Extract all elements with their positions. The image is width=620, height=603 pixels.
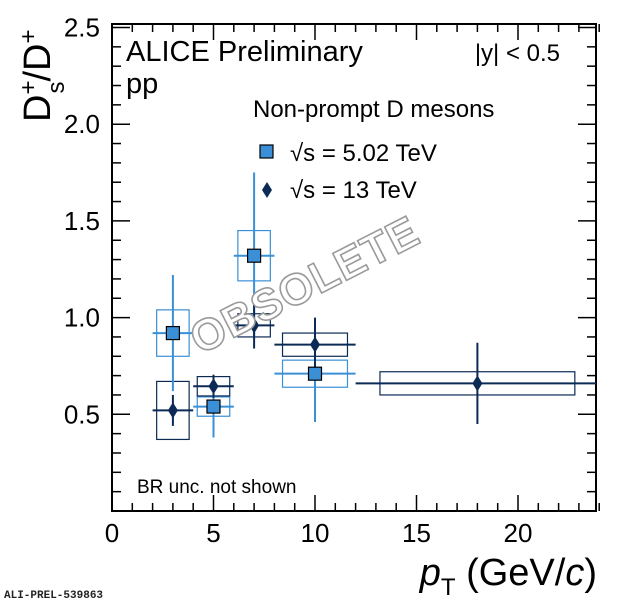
tick-labels: 0 5 10 15 20 0.5 1.0 1.5 2.0 2.5 bbox=[64, 13, 533, 549]
data-point-diamond bbox=[249, 317, 260, 334]
legend-marker-13tev bbox=[262, 182, 272, 198]
y-axis-label: D+s/D+ bbox=[15, 30, 70, 122]
chart-subtitle: pp bbox=[126, 68, 158, 100]
data-point-square bbox=[165, 325, 180, 341]
data-markers bbox=[165, 248, 483, 419]
legend-label-5tev: √s = 5.02 TeV bbox=[290, 140, 437, 167]
chart-title: ALICE Preliminary bbox=[126, 36, 363, 68]
data-point-diamond bbox=[167, 402, 178, 419]
data-point-diamond bbox=[472, 375, 483, 392]
rapidity-label: |y| < 0.5 bbox=[475, 40, 560, 67]
legend-label-13tev: √s = 13 TeV bbox=[290, 177, 417, 204]
axes-ticks bbox=[111, 24, 600, 511]
x-tick-label: 15 bbox=[402, 518, 431, 548]
data-point-diamond bbox=[208, 378, 219, 395]
data-point-square bbox=[307, 366, 323, 381]
y-tick-label: 0.5 bbox=[64, 399, 100, 429]
x-tick-label: 0 bbox=[105, 518, 119, 548]
br-note: BR unc. not shown bbox=[137, 477, 296, 498]
x-tick-label: 5 bbox=[206, 518, 220, 548]
y-tick-label: 2.0 bbox=[64, 109, 100, 139]
x-axis-label: pT (GeV/c) bbox=[419, 552, 597, 601]
y-tick-label: 1.0 bbox=[64, 303, 100, 333]
y-tick-label: 1.5 bbox=[64, 206, 100, 236]
y-tick-label: 2.5 bbox=[64, 13, 100, 43]
data-point-square bbox=[247, 248, 262, 263]
x-tick-label: 20 bbox=[504, 518, 533, 548]
data-point-square bbox=[206, 399, 221, 414]
legend-marker-5tev bbox=[259, 144, 274, 159]
data-point-diamond bbox=[310, 336, 320, 353]
figure-id: ALI-PREL-539863 bbox=[4, 590, 103, 602]
legend-title: Non-prompt D mesons bbox=[253, 96, 494, 123]
x-tick-label: 10 bbox=[301, 518, 330, 548]
plot-frame bbox=[111, 23, 597, 512]
obsolete-watermark: OBSOLETE bbox=[182, 207, 427, 364]
legend: √s = 5.02 TeV √s = 13 TeV bbox=[259, 140, 437, 204]
